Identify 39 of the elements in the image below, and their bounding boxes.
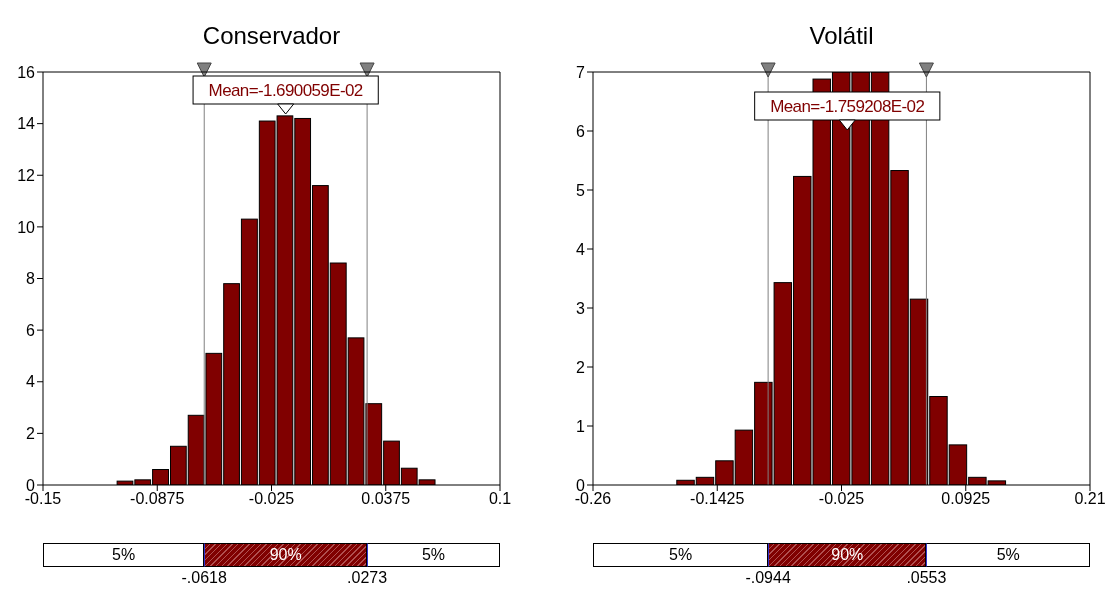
chart-title: Conservador <box>201 22 342 50</box>
y-tick-label: 12 <box>17 166 36 184</box>
annotation: Mean=-1.759208E-02 <box>770 97 925 116</box>
y-tick-label: 3 <box>576 299 586 317</box>
text: 5% <box>926 543 1090 567</box>
y-tick-label: 7 <box>576 63 586 81</box>
y-tick-label: 8 <box>26 270 36 288</box>
y-tick-label: 5 <box>576 181 586 199</box>
text: .0273 <box>346 569 389 587</box>
y-tick-label: 14 <box>17 115 36 133</box>
x-tick-label: -0.025 <box>818 490 865 508</box>
x-tick-label: -0.025 <box>248 490 295 508</box>
x-tick-label: -0.15 <box>24 490 62 508</box>
x-tick-label: -0.0875 <box>130 490 185 508</box>
text: 5% <box>593 543 769 567</box>
y-tick-label: 4 <box>26 373 36 391</box>
text: 90% <box>204 543 368 567</box>
y-tick-label: 2 <box>576 358 586 376</box>
x-tick-label: 0.0925 <box>941 490 991 508</box>
chart-title: Volátil <box>808 22 875 50</box>
text: 5% <box>367 543 500 567</box>
y-tick-label: 2 <box>26 425 36 443</box>
x-tick-label: -0.26 <box>574 490 612 508</box>
text: .0553 <box>905 569 948 587</box>
y-tick-label: 16 <box>17 63 36 81</box>
y-tick-label: 1 <box>576 417 586 435</box>
text: 5% <box>43 543 205 567</box>
text: 90% <box>768 543 927 567</box>
y-tick-label: 6 <box>576 122 586 140</box>
y-tick-label: 6 <box>26 321 36 339</box>
text: -.0944 <box>744 569 792 587</box>
text: -.0618 <box>180 569 228 587</box>
x-tick-label: 0.21 <box>1074 490 1106 508</box>
x-tick-label: 0.1 <box>488 490 512 508</box>
y-tick-label: 4 <box>576 240 586 258</box>
x-tick-label: 0.0375 <box>361 490 411 508</box>
x-tick-label: -0.1425 <box>690 490 745 508</box>
annotation: Mean=-1.690059E-02 <box>208 81 363 100</box>
y-tick-label: 10 <box>17 218 36 236</box>
